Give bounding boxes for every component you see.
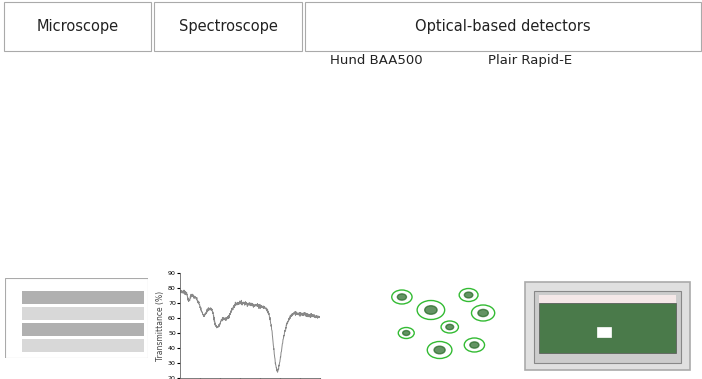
Bar [597, 327, 611, 337]
Bar [525, 282, 690, 370]
Bar [4, 2, 151, 51]
Text: Optical-based detectors: Optical-based detectors [415, 19, 591, 34]
Circle shape [425, 306, 437, 314]
Text: Spectroscope: Spectroscope [179, 19, 277, 34]
Bar [22, 307, 144, 319]
Bar [154, 2, 302, 51]
Bar [305, 2, 701, 51]
Circle shape [478, 309, 489, 316]
Bar [22, 323, 144, 335]
Circle shape [470, 342, 479, 348]
Circle shape [434, 346, 445, 354]
Text: Microscope: Microscope [37, 19, 118, 34]
Bar [539, 295, 676, 303]
Circle shape [446, 324, 453, 330]
Y-axis label: Transmittance (%): Transmittance (%) [156, 290, 165, 360]
Circle shape [397, 294, 406, 300]
Text: Hund BAA500: Hund BAA500 [330, 54, 423, 67]
Bar [534, 291, 681, 363]
Bar [539, 303, 676, 353]
Bar [22, 291, 144, 304]
Circle shape [464, 292, 473, 298]
Circle shape [403, 330, 410, 335]
Text: Plair Rapid-E: Plair Rapid-E [488, 54, 572, 67]
Bar [22, 339, 144, 352]
